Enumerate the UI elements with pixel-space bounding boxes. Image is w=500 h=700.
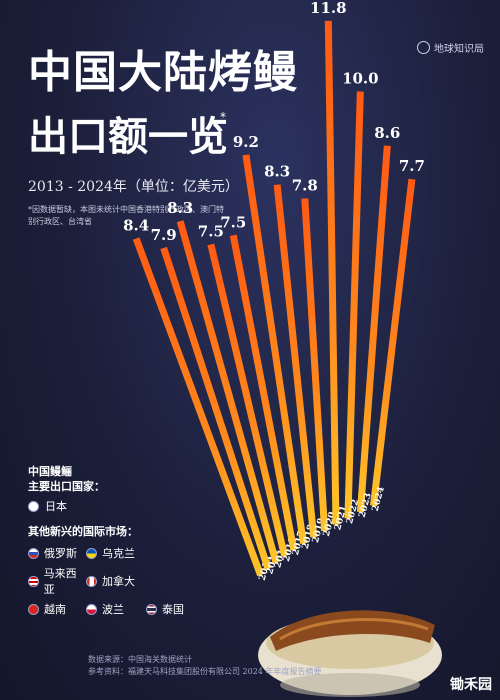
russia-flag-icon xyxy=(28,547,39,559)
legend-main-item: 日本 xyxy=(28,498,206,514)
footnote: *因数据暂缺，本图未统计中国香港特别行政区、澳门特别行政区、台湾省 xyxy=(28,205,224,226)
malaysia-flag-icon xyxy=(28,575,39,587)
bar-2020 xyxy=(301,198,329,532)
japan-flag-icon xyxy=(28,500,39,512)
value-label-2019: 8.3 xyxy=(264,163,290,181)
legend-emerging-item: 波兰 xyxy=(86,601,146,617)
bar-2014 xyxy=(160,246,272,570)
bar-2017 xyxy=(229,234,298,551)
value-label-2013: 8.4 xyxy=(123,217,149,235)
legend-main-title-1: 中国鳗鲡 xyxy=(28,465,72,478)
legend-emerging-label: 泰国 xyxy=(162,603,184,616)
bar-2022 xyxy=(344,91,364,519)
bar-2023 xyxy=(356,145,391,513)
source-line-1: 数据来源：中国海关数据统计 xyxy=(88,655,192,664)
bar-2019 xyxy=(273,184,318,538)
legend-emerging-item: 乌克兰 xyxy=(86,545,146,561)
brand: 地球知识局 xyxy=(417,40,484,55)
title-line-1: 中国大陆烤鳗 xyxy=(28,47,298,98)
legend-emerging-label: 越南 xyxy=(44,603,66,616)
title-footnote-mark: * xyxy=(220,110,226,124)
bar-2013 xyxy=(132,237,264,577)
source-notes: 数据来源：中国海关数据统计 参考资料：福建天马科技集团股份有限公司 2024 年… xyxy=(88,654,321,678)
legend-emerging-label: 加拿大 xyxy=(102,575,135,588)
thailand-flag-icon xyxy=(146,603,157,615)
value-label-2017: 7.5 xyxy=(220,213,246,231)
subtitle: 2013 - 2024年（单位：亿美元） xyxy=(28,179,239,195)
legend-main-title-2: 主要出口国家： xyxy=(28,480,105,493)
legend-emerging-label: 波兰 xyxy=(102,603,124,616)
value-label-2020: 7.8 xyxy=(292,176,318,194)
legend-emerging-label: 马来西亚 xyxy=(43,567,77,596)
source-line-2: 参考资料：福建天马科技集团股份有限公司 2024 年年度报告摘要 xyxy=(88,667,322,676)
title-line-2: 出口额一览 xyxy=(28,113,228,160)
ukraine-flag-icon xyxy=(86,547,97,559)
grilled-eel-bowl-illustration xyxy=(258,610,442,697)
poland-flag-icon xyxy=(86,603,97,615)
legend-emerging-item: 加拿大 xyxy=(86,565,146,597)
bar-2015 xyxy=(176,220,280,564)
value-label-2015: 8.3 xyxy=(167,199,193,217)
value-label-2018: 9.2 xyxy=(233,133,259,151)
legend: 中国鳗鲡 主要出口国家： 日本 其他新兴的国际市场： 俄罗斯 乌克兰 马来西亚 … xyxy=(28,464,206,617)
value-label-2022: 10.0 xyxy=(342,69,379,87)
legend-emerging-label: 乌克兰 xyxy=(102,547,135,560)
canada-flag-icon xyxy=(86,575,97,587)
globe-icon xyxy=(417,41,430,54)
value-label-2014: 7.9 xyxy=(151,226,177,244)
legend-emerging-item: 俄罗斯 xyxy=(28,545,86,561)
legend-emerging-item: 越南 xyxy=(28,601,86,617)
legend-emerging-title: 其他新兴的国际市场： xyxy=(28,525,138,538)
legend-emerging-item: 泰国 xyxy=(146,601,206,617)
bar-2018 xyxy=(242,154,307,545)
vietnam-flag-icon xyxy=(28,603,39,615)
legend-emerging-item: 马来西亚 xyxy=(28,565,86,597)
bar-2016 xyxy=(207,243,289,557)
legend-emerging-label: 俄罗斯 xyxy=(44,547,77,560)
brand-label: 地球知识局 xyxy=(434,44,484,55)
value-label-2023: 8.6 xyxy=(374,124,400,142)
bar-2021 xyxy=(324,20,340,525)
value-label-2024: 7.7 xyxy=(399,157,425,175)
watermark: 锄禾园 xyxy=(450,677,492,693)
legend-main-item-label: 日本 xyxy=(45,500,67,513)
value-label-2021: 11.8 xyxy=(310,0,347,17)
value-label-2016: 7.5 xyxy=(198,222,224,240)
bar-2024 xyxy=(369,178,416,507)
